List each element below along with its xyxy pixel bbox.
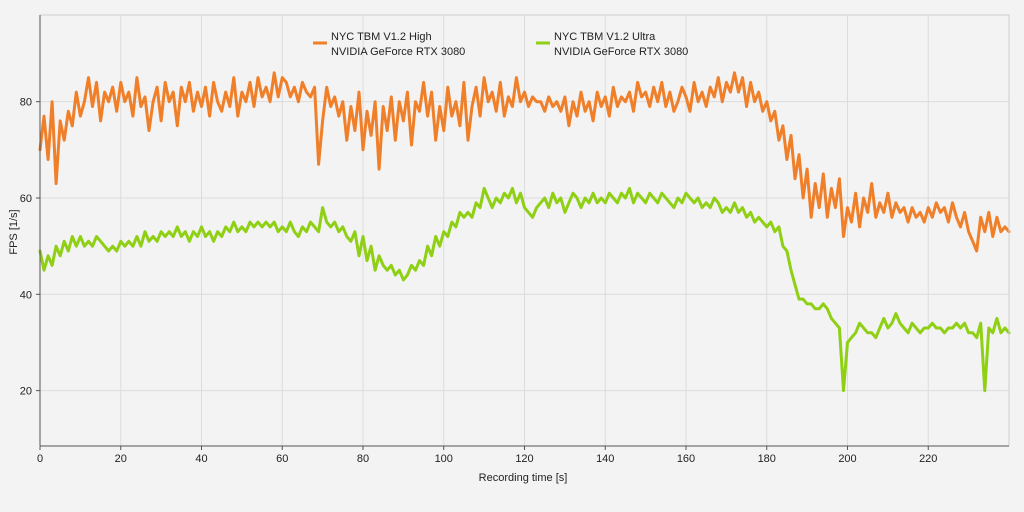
y-tick-labels: 20 40 60 80	[20, 97, 32, 398]
legend-label-high: NYC TBM V1.2 High	[331, 31, 432, 43]
x-tick-labels: 0 20 40 60 80 100 120 140 160 180 200 220	[37, 453, 937, 465]
x-tick-label: 0	[37, 453, 43, 465]
y-axis-title: FPS [1/s]	[8, 209, 20, 254]
x-tick-label: 220	[919, 453, 937, 465]
legend-item-high: NYC TBM V1.2 High NVIDIA GeForce RTX 308…	[313, 31, 465, 58]
legend-sublabel-high: NVIDIA GeForce RTX 3080	[331, 46, 465, 58]
y-tick-label: 60	[20, 193, 32, 205]
legend-item-ultra: NYC TBM V1.2 Ultra NVIDIA GeForce RTX 30…	[536, 31, 688, 58]
x-tick-label: 140	[596, 453, 614, 465]
x-tick-label: 40	[195, 453, 207, 465]
x-tick-label: 200	[838, 453, 856, 465]
y-tick-label: 40	[20, 289, 32, 301]
y-tick-label: 20	[20, 386, 32, 398]
x-axis-title: Recording time [s]	[479, 472, 568, 484]
x-tick-label: 180	[758, 453, 776, 465]
x-tick-label: 100	[435, 453, 453, 465]
legend: NYC TBM V1.2 High NVIDIA GeForce RTX 308…	[313, 31, 688, 58]
y-tick-label: 80	[20, 97, 32, 109]
x-tick-label: 160	[677, 453, 695, 465]
x-tick-label: 120	[515, 453, 533, 465]
x-tick-label: 80	[357, 453, 369, 465]
x-tick-label: 20	[115, 453, 127, 465]
series-line-high	[38, 71, 1011, 253]
legend-label-ultra: NYC TBM V1.2 Ultra	[554, 31, 656, 43]
axes	[36, 14, 1010, 450]
series-layer	[38, 71, 1011, 393]
x-tick-label: 60	[276, 453, 288, 465]
legend-sublabel-ultra: NVIDIA GeForce RTX 3080	[554, 46, 688, 58]
series-line-ultra	[38, 186, 1011, 393]
